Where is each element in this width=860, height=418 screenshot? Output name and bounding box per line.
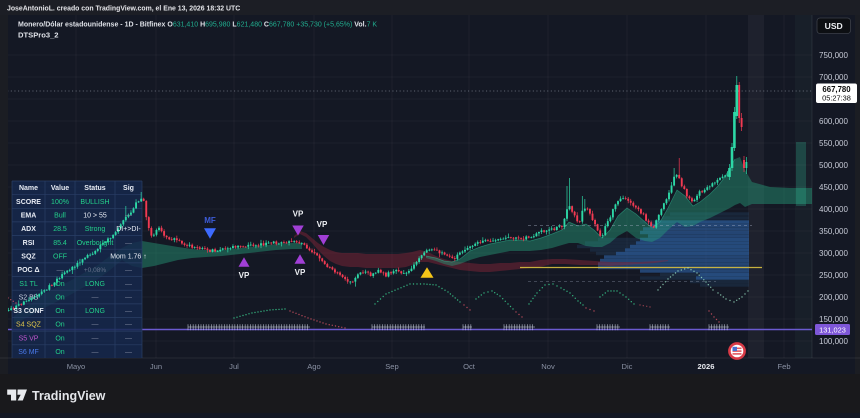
svg-text:EMA: EMA [21, 213, 37, 220]
svg-text:28.5: 28.5 [53, 226, 67, 233]
svg-text:—: — [125, 349, 132, 356]
svg-text:350,000: 350,000 [819, 227, 848, 236]
svg-text:—: — [92, 335, 99, 342]
svg-text:Sig: Sig [123, 185, 134, 192]
svg-text:Strong: Strong [85, 226, 106, 233]
svg-text:Name: Name [19, 185, 38, 192]
svg-text:100,000: 100,000 [819, 337, 848, 346]
svg-text:+0,08%: +0,08% [84, 267, 106, 274]
svg-text:2026: 2026 [698, 362, 715, 371]
svg-text:450,000: 450,000 [819, 183, 848, 192]
svg-text:—: — [57, 267, 64, 274]
svg-text:On: On [55, 294, 64, 301]
svg-text:—: — [125, 322, 132, 329]
svg-text:Ago: Ago [307, 362, 321, 371]
svg-text:Status: Status [84, 185, 106, 192]
svg-text:750,000: 750,000 [819, 51, 848, 60]
svg-text:250,000: 250,000 [819, 271, 848, 280]
svg-text:Monero/Dólar estadounidense -: Monero/Dólar estadounidense - 1D - Bitfi… [18, 21, 377, 28]
svg-text:300,000: 300,000 [819, 249, 848, 258]
svg-text:RSI: RSI [23, 240, 35, 247]
svg-text:USD: USD [825, 21, 843, 31]
svg-text:—: — [125, 281, 132, 288]
svg-text:TradingView: TradingView [32, 389, 106, 403]
svg-text:Jun: Jun [150, 362, 162, 371]
svg-text:700,000: 700,000 [819, 73, 848, 82]
svg-text:131,023: 131,023 [819, 325, 846, 334]
svg-text:Value: Value [51, 185, 69, 192]
svg-text:On: On [55, 322, 64, 329]
svg-text:Mayo: Mayo [67, 362, 86, 371]
svg-text:LONG: LONG [85, 281, 105, 288]
svg-text:VP: VP [239, 271, 250, 280]
svg-text:—: — [92, 349, 99, 356]
svg-text:500,000: 500,000 [819, 161, 848, 170]
svg-text:VP: VP [293, 210, 304, 219]
svg-text:On: On [55, 281, 64, 288]
svg-text:—: — [125, 335, 132, 342]
svg-text:100%: 100% [51, 199, 69, 206]
svg-text:—: — [125, 240, 132, 247]
svg-text:—: — [125, 267, 132, 274]
svg-text:S3 CONF: S3 CONF [13, 308, 44, 315]
svg-text:150,000: 150,000 [819, 315, 848, 324]
svg-text:10 > 55: 10 > 55 [83, 213, 107, 220]
svg-text:On: On [55, 308, 64, 315]
svg-text:VP: VP [295, 268, 306, 277]
svg-text:On: On [55, 349, 64, 356]
svg-text:S6 MF: S6 MF [18, 349, 39, 356]
svg-text:Bull: Bull [54, 213, 66, 220]
svg-text:On: On [55, 335, 64, 342]
svg-text:BULLISH: BULLISH [80, 199, 109, 206]
svg-text:—: — [125, 213, 132, 220]
svg-text:—: — [125, 294, 132, 301]
svg-text:Oct: Oct [463, 362, 476, 371]
svg-text:Jul: Jul [229, 362, 239, 371]
svg-text:MF: MF [204, 216, 216, 225]
svg-text:S5 VP: S5 VP [19, 335, 39, 342]
svg-text:SQZ: SQZ [21, 254, 36, 261]
svg-text:DTSPro3_2: DTSPro3_2 [18, 31, 59, 40]
svg-text:SCORE: SCORE [16, 199, 41, 206]
svg-text:S1 TL: S1 TL [19, 281, 38, 288]
svg-text:—: — [125, 308, 132, 315]
svg-text:200,000: 200,000 [819, 293, 848, 302]
svg-text:Sep: Sep [385, 362, 399, 371]
svg-text:05:27:38: 05:27:38 [822, 94, 851, 103]
svg-text:DI+>DI-: DI+>DI- [116, 226, 141, 233]
svg-text:—: — [92, 322, 99, 329]
svg-text:Nov: Nov [541, 362, 555, 371]
svg-text:OFF: OFF [53, 254, 67, 261]
svg-text:667,780: 667,780 [822, 85, 851, 94]
svg-text:Dic: Dic [622, 362, 633, 371]
svg-text:600,000: 600,000 [819, 117, 848, 126]
svg-text:Feb: Feb [777, 362, 790, 371]
svg-text:Overbought: Overbought [77, 240, 114, 247]
svg-text:ADX: ADX [21, 226, 36, 233]
svg-text:VP: VP [317, 220, 328, 229]
svg-text:JoseAntonioL. creado con Tradi: JoseAntonioL. creado con TradingView.com… [7, 6, 240, 13]
svg-text:LONG: LONG [85, 308, 105, 315]
svg-text:550,000: 550,000 [819, 139, 848, 148]
svg-text:POC Δ: POC Δ [17, 267, 39, 274]
svg-text:Mom 1.76 ↑: Mom 1.76 ↑ [110, 254, 147, 261]
svg-text:400,000: 400,000 [819, 205, 848, 214]
svg-text:85.4: 85.4 [53, 240, 67, 247]
svg-text:—: — [92, 294, 99, 301]
svg-text:S4 SQZ: S4 SQZ [16, 322, 42, 329]
